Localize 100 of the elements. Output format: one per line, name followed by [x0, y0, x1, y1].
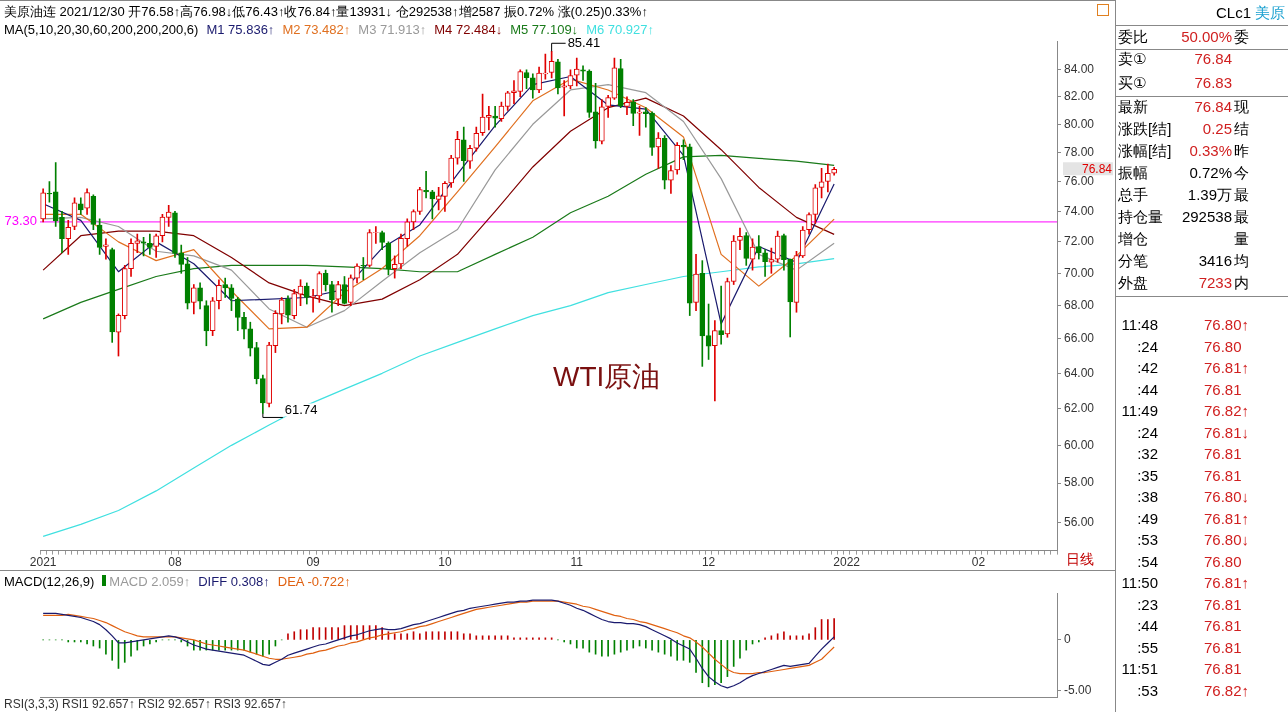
text: 最新 — [1118, 98, 1148, 117]
chart-subtitle: MA(5,10,20,30,60,200,200,200,6) — [4, 22, 199, 37]
chart-title: MACD(12,26,9) — [4, 574, 95, 589]
text: 美原 — [1255, 4, 1286, 21]
ref-line-label: 73.30 — [4, 213, 38, 229]
text: 振幅 — [1118, 164, 1148, 183]
x-tick-label: 10 — [438, 555, 452, 570]
text: :53 — [1137, 681, 1158, 699]
text: :44 — [1137, 380, 1158, 398]
text: DEA -0.722↑ — [277, 574, 351, 589]
text: 总手 — [1118, 186, 1148, 205]
text: 76.80 — [1204, 337, 1242, 355]
x-tick-label: 12 — [701, 555, 716, 570]
text: 0.33% — [1189, 142, 1232, 159]
text: 买① — [1118, 74, 1147, 93]
text: 76.84 — [1194, 98, 1232, 115]
text: 76.81 — [1204, 595, 1242, 613]
candlestick — [511, 80, 517, 104]
text: 卖① — [1118, 50, 1147, 69]
y-tick-label: 80.00 — [1064, 116, 1095, 131]
y-tick-label: 70.00 — [1064, 265, 1095, 280]
text: 76.81↑ — [1204, 359, 1250, 376]
y-tick-label: -5.00 — [1064, 683, 1092, 698]
text: 11:49 — [1121, 402, 1158, 419]
text: 日线 — [1066, 551, 1094, 567]
text: 持仓量 — [1118, 208, 1163, 227]
text: 76.84 — [1081, 161, 1113, 176]
text: 涨跌[结] — [1118, 120, 1172, 139]
y-tick-label: 58.00 — [1064, 475, 1095, 490]
text: :49 — [1137, 509, 1158, 527]
candlestick — [103, 238, 109, 260]
x-tick-label: 2021 — [29, 555, 57, 570]
text: 增仓 — [1118, 230, 1148, 249]
text: 均 — [1234, 252, 1249, 271]
text: 0.25 — [1202, 120, 1232, 137]
text: 76.80↓ — [1204, 531, 1250, 548]
text: :24 — [1137, 337, 1158, 355]
text: 最 — [1234, 208, 1249, 227]
x-tick-label: 08 — [168, 555, 182, 570]
candlestick — [561, 80, 568, 117]
text: 76.84 — [1194, 50, 1232, 67]
text: 76.81↑ — [1204, 509, 1250, 527]
text: 最 — [1234, 186, 1249, 205]
text: RSI(3,3,3) RSI1 92.657↑ RSI2 92.657↑ RSI3 92.657↑ — [4, 697, 287, 711]
text: M2 73.482↑ — [282, 22, 351, 37]
text: :24 — [1137, 423, 1158, 441]
text: 涨幅[结] — [1118, 142, 1172, 161]
text: 7233 — [1198, 274, 1232, 291]
y-tick-label: 78.00 — [1064, 144, 1095, 159]
text: 76.82↑ — [1204, 681, 1250, 699]
legend-label: MACD 2.059↑ — [108, 574, 191, 589]
candlestick — [492, 105, 498, 128]
text: :44 — [1137, 617, 1158, 634]
x-tick-label: 11 — [570, 555, 584, 570]
text: 76.81 — [1204, 617, 1242, 634]
text: 昨 — [1234, 142, 1249, 161]
text: M5 77.109↓ — [510, 22, 579, 37]
text: 292538 — [1181, 208, 1232, 225]
text: 76.80↓ — [1204, 488, 1250, 505]
text: 76.83 — [1194, 74, 1232, 91]
candlestick — [222, 277, 229, 298]
text: 76.81 — [1204, 445, 1242, 462]
text: :38 — [1137, 488, 1158, 505]
candlestick — [310, 289, 316, 313]
text: 76.80↑ — [1204, 316, 1250, 333]
text: 委 — [1234, 28, 1249, 47]
text: :55 — [1137, 638, 1158, 656]
text: M3 71.913↑ — [358, 22, 427, 37]
text: 76.80 — [1204, 552, 1242, 570]
text: 结 — [1234, 120, 1249, 139]
text: CLc1 — [1216, 4, 1252, 21]
text: 11:48 — [1121, 316, 1158, 333]
candlestick — [712, 320, 718, 402]
text: :32 — [1137, 445, 1158, 462]
x-tick-label: 09 — [306, 555, 321, 570]
text: 3416 — [1198, 252, 1232, 269]
candlestick — [580, 65, 586, 81]
text: 分笔 — [1118, 252, 1148, 271]
text: 今 — [1234, 164, 1249, 183]
text: 委比 — [1118, 28, 1148, 47]
x-tick-label: 02 — [971, 555, 986, 570]
text: 76.81↑ — [1204, 574, 1250, 591]
y-tick-label: 84.00 — [1064, 62, 1095, 77]
y-tick-label: 62.00 — [1064, 401, 1095, 416]
chart-title: 美原油连 2021/12/30 开76.58↑高76.98↓低76.43↑收76.84↑量13931↓ 仓292538↑增2587 振0.72% 涨(0.25)0.33%↑ — [4, 3, 649, 21]
text: 76.81 — [1204, 466, 1242, 484]
candlestick — [360, 257, 367, 281]
text: 11:51 — [1121, 660, 1158, 677]
y-tick-label: 0 — [1064, 632, 1071, 647]
text: 现 — [1234, 98, 1249, 117]
y-tick-label: 82.00 — [1064, 89, 1095, 104]
text: 0.72% — [1189, 164, 1232, 181]
text: :42 — [1137, 359, 1158, 376]
text: DIFF 0.308↑ — [198, 574, 270, 589]
text: M4 72.484↓ — [434, 22, 503, 37]
y-tick-label: 68.00 — [1064, 297, 1095, 312]
y-tick-label: 72.00 — [1064, 234, 1095, 249]
y-tick-label: 76.00 — [1064, 173, 1095, 188]
annotation: 61.74 — [284, 402, 318, 418]
annotation: WTI原油 — [553, 361, 661, 392]
